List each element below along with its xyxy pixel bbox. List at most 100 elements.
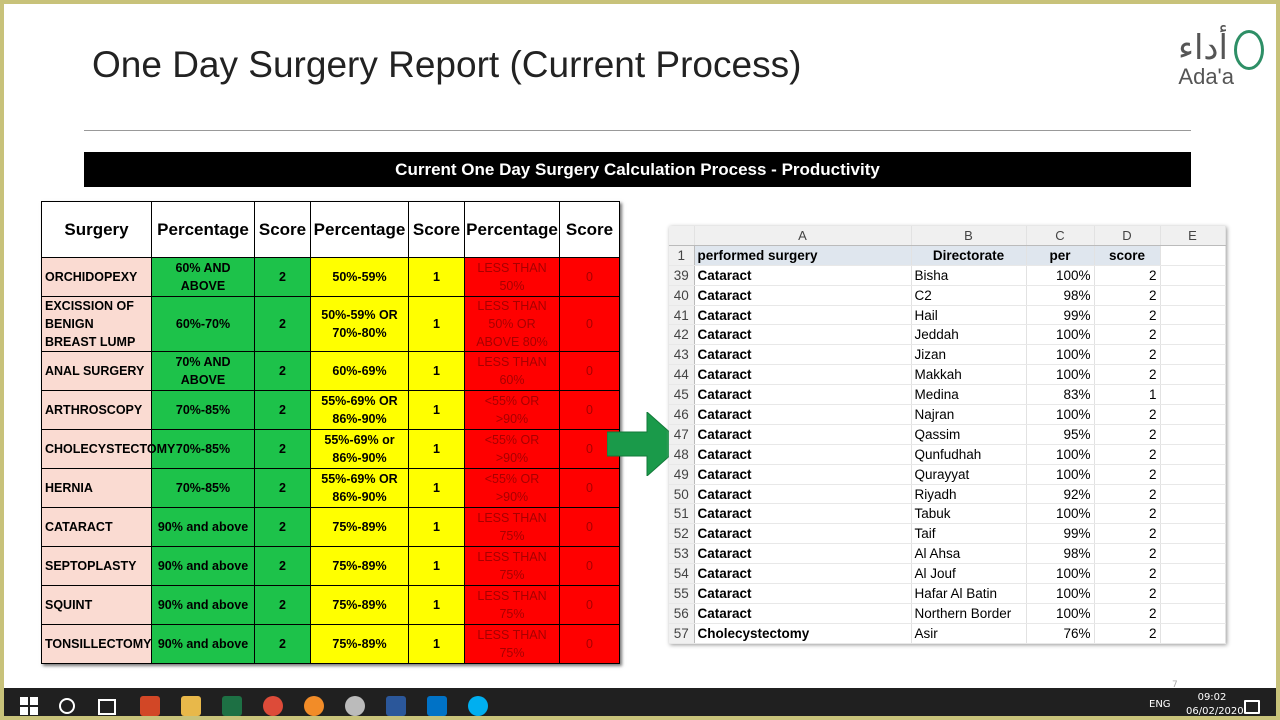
empty-cell <box>1160 364 1226 386</box>
cell: Cataract <box>694 523 912 545</box>
data-row: 54 Cataract Al Jouf 100% 2 <box>669 563 1226 585</box>
table-cell: 0 <box>559 624 620 665</box>
table-cell: 1 <box>408 257 465 297</box>
search-app-icon[interactable] <box>304 696 324 716</box>
cell: 99% <box>1026 523 1095 545</box>
cell: C2 <box>911 285 1027 306</box>
table-cell: CATARACT <box>41 507 152 548</box>
cell: 100% <box>1026 344 1095 366</box>
table-cell: 1 <box>408 585 465 626</box>
table-cell: 1 <box>408 429 465 470</box>
powerpoint-icon[interactable] <box>140 696 160 716</box>
table-cell: 0 <box>559 507 620 548</box>
arrow <box>607 412 684 476</box>
cell: 95% <box>1026 424 1095 445</box>
table-cell: 2 <box>254 429 311 470</box>
table-cell: CHOLECYSTECTOMY <box>41 429 175 470</box>
row-number: 39 <box>669 265 695 286</box>
cell: Cholecystectomy <box>694 623 912 644</box>
table-row: SQUINT 90% and above 2 75%-89% 1 LESS THAN 75… <box>41 585 620 626</box>
table-cell: 0 <box>559 468 620 509</box>
clock[interactable]: 09:02 06/02/2020 <box>1186 691 1244 716</box>
cell: Cataract <box>694 404 912 425</box>
slide-title: One Day Surgery Report (Current Process) <box>92 44 802 85</box>
cell: 98% <box>1026 543 1095 565</box>
cell: 2 <box>1094 444 1161 465</box>
cell: 100% <box>1026 464 1095 485</box>
spreadsheet: A B C D E 1 performed surgery Directorate per sco… <box>669 226 1226 644</box>
excel-icon[interactable] <box>222 696 242 716</box>
empty-cell <box>1160 285 1226 306</box>
cell: 2 <box>1094 563 1161 585</box>
row-number: 53 <box>669 543 695 565</box>
cell: 100% <box>1026 563 1095 585</box>
table-cell: 0 <box>559 257 620 297</box>
table-cell: 90% and above <box>151 546 255 587</box>
header-cell: Percentage <box>151 201 255 258</box>
table-cell: 75%-89% <box>310 546 409 587</box>
chrome-icon[interactable] <box>263 696 283 716</box>
cell: 100% <box>1026 324 1095 346</box>
table-cell: SEPTOPLASTY <box>41 546 152 587</box>
cell: Northern Border <box>911 603 1027 624</box>
start-button[interactable] <box>19 696 39 716</box>
table-cell: 2 <box>254 257 311 297</box>
data-row: 40 Cataract C2 98% 2 <box>669 285 1226 306</box>
header-cell: Score <box>254 201 311 258</box>
cell: Cataract <box>694 503 912 525</box>
row-number: 40 <box>669 285 695 306</box>
cell: Cataract <box>694 344 912 366</box>
word-icon[interactable] <box>386 696 406 716</box>
outlook-icon[interactable] <box>427 696 447 716</box>
cell: Taif <box>911 523 1027 545</box>
table-cell: 1 <box>408 507 465 548</box>
table-cell: 75%-89% <box>310 585 409 626</box>
data-row: 42 Cataract Jeddah 100% 2 <box>669 324 1226 346</box>
data-row: 43 Cataract Jizan 100% 2 <box>669 344 1226 366</box>
empty-cell <box>1160 384 1226 406</box>
cell: 99% <box>1026 305 1095 326</box>
table-row: CATARACT 90% and above 2 75%-89% 1 LESS THAN … <box>41 507 620 548</box>
cell: 2 <box>1094 623 1161 644</box>
cell: 2 <box>1094 583 1161 604</box>
app-icon[interactable] <box>345 696 365 716</box>
empty-cell <box>1160 503 1226 525</box>
table-cell: <55% OR >90% <box>464 429 560 470</box>
cell: Cataract <box>694 464 912 485</box>
cell: Makkah <box>911 364 1027 386</box>
search-button[interactable] <box>59 698 75 714</box>
cell: Cataract <box>694 364 912 386</box>
cell: 98% <box>1026 285 1095 306</box>
cell: Najran <box>911 404 1027 425</box>
empty-cell <box>1160 583 1226 604</box>
cell: Asir <box>911 623 1027 644</box>
cell: 2 <box>1094 364 1161 386</box>
table-cell: 1 <box>408 624 465 665</box>
table-cell: 2 <box>254 585 311 626</box>
cell: 92% <box>1026 484 1095 505</box>
data-row: 45 Cataract Medina 83% 1 <box>669 384 1226 406</box>
cell: Cataract <box>694 563 912 585</box>
table-row: SEPTOPLASTY 90% and above 2 75%-89% 1 LESS TH… <box>41 546 620 587</box>
row-number: 54 <box>669 563 695 585</box>
cell: 100% <box>1026 503 1095 525</box>
explorer-icon[interactable] <box>181 696 201 716</box>
taskbar: ENG 09:02 06/02/2020 <box>4 688 1276 716</box>
empty-cell <box>1160 404 1226 425</box>
skype-icon[interactable] <box>468 696 488 716</box>
notifications[interactable] <box>1244 700 1260 714</box>
task-view-button[interactable] <box>98 699 116 715</box>
data-row: 52 Cataract Taif 99% 2 <box>669 523 1226 545</box>
cell: 100% <box>1026 364 1095 386</box>
data-row: 47 Cataract Qassim 95% 2 <box>669 424 1226 445</box>
empty-cell <box>1160 344 1226 366</box>
language[interactable]: ENG <box>1149 699 1171 710</box>
table-cell: 0 <box>559 295 620 353</box>
cell: 100% <box>1026 404 1095 425</box>
cell: 2 <box>1094 424 1161 445</box>
table-cell: 2 <box>254 295 311 353</box>
header-cell: Percentage <box>310 201 409 258</box>
table-cell: LESS THAN 75% <box>464 546 560 587</box>
table-row: ANAL SURGERY 70% AND ABOVE 2 60%-69% 1 LESS T… <box>41 351 620 392</box>
